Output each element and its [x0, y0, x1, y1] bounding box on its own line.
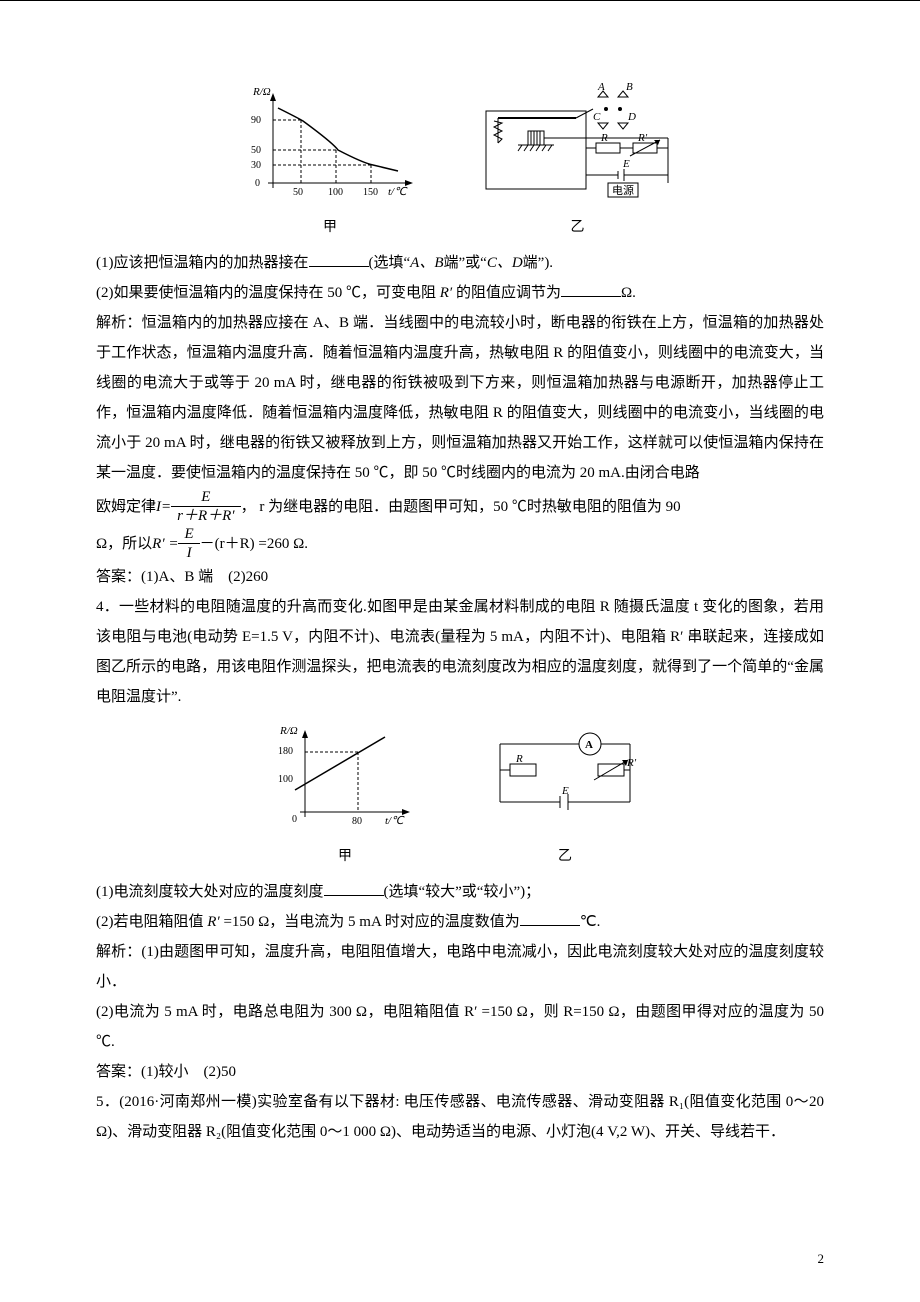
svg-text:0: 0	[255, 178, 260, 189]
eq1-den: r＋R＋R′	[171, 507, 240, 525]
svg-text:0: 0	[292, 814, 297, 825]
eq2-tail: －(r＋R) =260 Ω.	[200, 529, 308, 559]
svg-text:R/Ω: R/Ω	[279, 725, 298, 737]
eq2-pre: Ω，所以	[96, 529, 152, 559]
svg-text:180: 180	[278, 746, 293, 757]
svg-text:B: B	[626, 83, 633, 93]
svg-text:30: 30	[251, 160, 261, 171]
q4-2: (2)若电阻箱阻值 R′ =150 Ω，当电流为 5 mA 时对应的温度数值为 ℃…	[96, 907, 824, 937]
q1-optB: C、D	[487, 255, 523, 271]
q2: (2)如果要使恒温箱内的温度保持在 50 ℃，可变电阻 R′ 的阻值应调节为 Ω.	[96, 278, 824, 308]
q2-blank	[561, 278, 621, 297]
metal-rt-graph-svg: R/Ω 180 100 0 80 t/℃	[270, 722, 420, 832]
svg-text:R: R	[600, 132, 608, 144]
relay-circuit-svg: A B C D R R′ E	[478, 83, 678, 203]
q4-2-text: (2)若电阻箱阻值	[96, 914, 207, 930]
svg-text:100: 100	[278, 774, 293, 785]
svg-text:R: R	[515, 753, 523, 765]
q2-tail: 的阻值应调节为	[452, 285, 561, 301]
svg-text:R′: R′	[626, 757, 637, 769]
svg-text:电源: 电源	[612, 183, 634, 197]
eq1: 欧姆定律 I= E r＋R＋R′ ， r 为继电器的电阻．由题图甲可知，50 ℃…	[96, 488, 824, 525]
q4-1: (1)电流刻度较大处对应的温度刻度 (选填“较大”或“较小”)；	[96, 877, 824, 907]
svg-text:A: A	[597, 83, 605, 93]
eq2-lhs: R′ =	[152, 529, 178, 559]
svg-text:t/℃: t/℃	[388, 186, 408, 198]
q1-text: (1)应该把恒温箱内的加热器接在	[96, 255, 309, 271]
svg-text:t/℃: t/℃	[385, 815, 405, 827]
figure-row-2: R/Ω 180 100 0 80 t/℃ 甲 A	[96, 722, 824, 871]
svg-text:50: 50	[293, 187, 303, 198]
eq1-num: E	[171, 488, 240, 507]
fig2-graph-caption: 甲	[270, 843, 420, 871]
solution-4-1: 解析：(1)由题图甲可知，温度升高，电阻阻值增大，电路中电流减小，因此电流刻度较…	[96, 937, 824, 997]
svg-text:E: E	[622, 158, 630, 170]
q4-2-mid: =150 Ω，当电流为 5 mA 时对应的温度数值为	[220, 914, 520, 930]
q2-text: (2)如果要使恒温箱内的温度保持在 50 ℃，可变电阻	[96, 285, 440, 301]
eq2-den: I	[178, 544, 199, 562]
svg-text:90: 90	[251, 115, 261, 126]
eq1-frac: E r＋R＋R′	[171, 488, 240, 525]
fig2-circuit: A R R′ E	[480, 722, 650, 871]
svg-text:80: 80	[352, 816, 362, 827]
q1-end: 端”).	[523, 255, 553, 271]
svg-text:150: 150	[363, 187, 378, 198]
solution-1: 解析：恒温箱内的加热器应接在 A、B 端．当线圈中的电流较小时，断电器的衔铁在上…	[96, 308, 824, 488]
svg-text:D: D	[627, 111, 636, 123]
fig1-circuit: A B C D R R′ E	[478, 83, 678, 242]
eq2: Ω，所以 R′ = E I －(r＋R) =260 Ω.	[96, 525, 824, 562]
svg-text:50: 50	[251, 145, 261, 156]
page-number: 2	[818, 1246, 825, 1272]
q4-2-blank	[520, 907, 580, 926]
q1-blank	[309, 248, 369, 267]
q1-mid: 端”或“	[443, 255, 486, 271]
figure-row-1: R/Ω 0 30 50 90 50 100 150 t/℃	[96, 83, 824, 242]
svg-text:R′: R′	[637, 132, 648, 144]
q1: (1)应该把恒温箱内的加热器接在 (选填“A、B端”或“C、D端”).	[96, 248, 824, 278]
q1-tail: (选填“	[369, 255, 411, 271]
q4-1-tail: (选填“较大”或“较小”)；	[384, 884, 541, 900]
q2-var: R′	[440, 285, 452, 301]
thermistor-graph-svg: R/Ω 0 30 50 90 50 100 150 t/℃	[243, 83, 418, 203]
fig2-circuit-caption: 乙	[480, 843, 650, 871]
p4-intro: 4．一些材料的电阻随温度的升高而变化.如图甲是由某金属材料制成的电阻 R 随摄氏…	[96, 592, 824, 712]
eq2-frac: E I	[178, 525, 199, 562]
thermometer-circuit-svg: A R R′ E	[480, 722, 650, 832]
q4-1-text: (1)电流刻度较大处对应的温度刻度	[96, 884, 324, 900]
svg-text:A: A	[585, 739, 593, 751]
answer-4: 答案：(1)较小 (2)50	[96, 1057, 824, 1087]
answer-1: 答案：(1)A、B 端 (2)260	[96, 562, 824, 592]
eq2-num: E	[178, 525, 199, 544]
fig1-circuit-caption: 乙	[478, 214, 678, 242]
fig1-graph-caption: 甲	[243, 214, 418, 242]
page: R/Ω 0 30 50 90 50 100 150 t/℃	[0, 0, 920, 1302]
p5: 5．(2016·河南郑州一模)实验室备有以下器材: 电压传感器、电流传感器、滑动…	[96, 1087, 824, 1147]
fig1-graph: R/Ω 0 30 50 90 50 100 150 t/℃	[243, 83, 418, 242]
fig2-graph: R/Ω 180 100 0 80 t/℃ 甲	[270, 722, 420, 871]
q1-optA: A、B	[410, 255, 443, 271]
solution-4-2: (2)电流为 5 mA 时，电路总电阻为 300 Ω，电阻箱阻值 R′ =150…	[96, 997, 824, 1057]
eq1-mid: ， r 为继电器的电阻．由题图甲可知，50 ℃时热敏电阻的阻值为 90	[241, 492, 681, 522]
q4-1-blank	[324, 877, 384, 896]
q2-unit: Ω.	[621, 285, 636, 301]
svg-text:C: C	[593, 111, 601, 123]
svg-text:R/Ω: R/Ω	[252, 86, 271, 98]
q4-2-unit: ℃.	[580, 914, 601, 930]
eq1-pre: 欧姆定律	[96, 492, 156, 522]
eq1-lhs: I=	[156, 492, 171, 522]
svg-text:100: 100	[328, 187, 343, 198]
q4-2-var: R′	[207, 914, 219, 930]
